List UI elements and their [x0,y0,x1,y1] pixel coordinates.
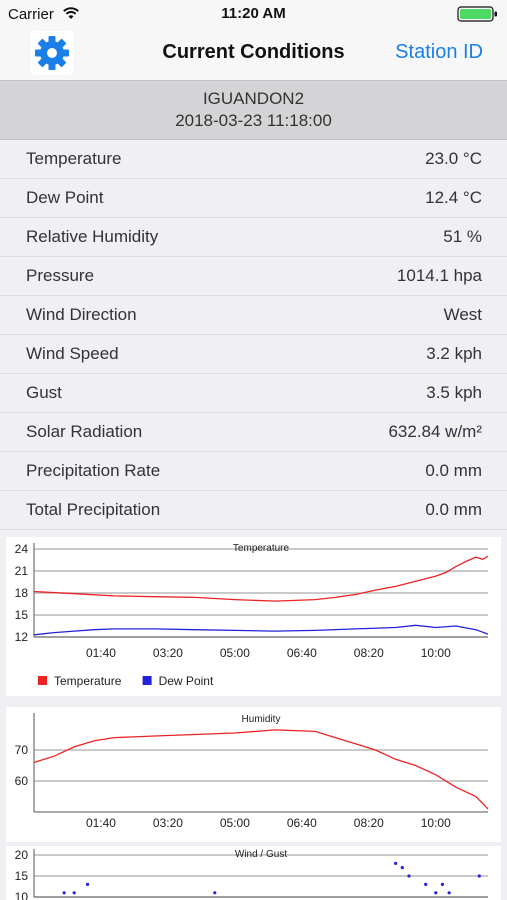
chart-title: Wind / Gust [235,849,287,860]
status-time: 11:20 AM [221,5,286,22]
wind-gust-chart: 10 15 20 Wind / Gust [15,848,488,900]
series-line-dew-point [33,624,489,636]
data-point [62,891,66,895]
data-point [407,874,411,878]
reading-row-dew-point: Dew Point 12.4 °C [0,179,507,218]
reading-label: Temperature [26,149,122,168]
x-tick-label: 06:40 [287,646,317,660]
readings-list: Temperature 23.0 °C Dew Point 12.4 °C Rela… [0,140,507,530]
data-point [477,874,481,878]
reading-label: Solar Radiation [26,422,143,441]
x-tick-label: 10:00 [421,646,451,660]
navigation-bar: Current Conditions Station ID [0,28,507,80]
y-tick-label: 21 [15,564,29,578]
reading-row-gust: Gust 3.5 kph [0,374,507,413]
reading-value: 12.4 °C [425,188,482,207]
wifi-icon [63,7,79,19]
y-tick-label: 15 [15,869,29,883]
y-tick-label: 15 [15,608,29,622]
data-point [440,882,445,886]
reading-label: Wind Speed [26,344,119,363]
data-point [213,891,217,895]
reading-row-relative-humidity: Relative Humidity 51 % [0,218,507,257]
y-tick-label: 20 [15,848,29,862]
data-point [434,891,438,895]
y-tick-label: 10 [15,890,29,900]
observation-time: 2018-03-23 11:18:00 [175,111,332,130]
reading-value: 0.0 mm [425,500,482,519]
data-point [400,866,404,870]
reading-row-solar-radiation: Solar Radiation 632.84 w/m² [0,413,507,452]
settings-button[interactable] [30,31,74,75]
legend-swatch [38,676,47,685]
y-tick-label: 18 [15,586,29,600]
reading-row-total-precipitation: Total Precipitation 0.0 mm [0,491,507,530]
y-tick-label: 70 [15,743,29,757]
legend-swatch [142,676,152,685]
humidity-chart-card: 60 70 Humidity 01:40 03:20 05:00 06:40 08:20 10:… [6,707,501,842]
x-tick-label: 03:20 [153,816,183,830]
legend-entry: Temperature [54,674,122,688]
humidity-chart: 60 70 Humidity 01:40 03:20 05:00 06:40 08:20 10:… [15,713,489,830]
reading-label: Total Precipitation [26,500,161,519]
x-tick-label: 05:00 [220,816,250,830]
reading-row-temperature: Temperature 23.0 °C [0,140,507,179]
x-tick-label: 03:20 [153,646,183,660]
reading-value: 3.2 kph [426,344,482,363]
data-point [447,891,451,895]
reading-row-pressure: Pressure 1014.1 hpa [0,257,507,296]
y-tick-label: 60 [15,774,29,788]
reading-value: 0.0 mm [425,461,482,480]
series-line-temperature [33,555,489,602]
station-id-button[interactable]: Station ID [395,41,483,63]
gear-icon [35,36,69,70]
reading-value: 3.5 kph [426,383,482,402]
reading-value: 23.0 °C [425,149,482,168]
x-tick-label: 01:40 [86,646,116,660]
x-tick-label: 08:20 [354,816,384,830]
data-point [72,891,76,895]
chart-title: Temperature [233,543,290,554]
status-bar: Carrier 11:20 AM [0,0,507,28]
reading-label: Dew Point [26,188,104,207]
chart-title: Humidity [242,714,281,725]
reading-value: 51 % [443,227,482,246]
station-id-label: IGUANDON2 [202,89,305,108]
x-tick-label: 05:00 [220,646,250,660]
reading-row-precipitation-rate: Precipitation Rate 0.0 mm [0,452,507,491]
reading-label: Relative Humidity [26,227,159,246]
series-line-humidity [33,729,489,810]
reading-label: Wind Direction [26,305,137,324]
x-tick-label: 01:40 [86,816,116,830]
data-point [424,882,428,886]
page-title: Current Conditions [162,41,345,63]
temperature-chart: 12 15 18 21 24 Temperature 01:40 03:20 05:00 06:4… [15,542,489,688]
carrier-label: Carrier [8,6,54,23]
reading-label: Precipitation Rate [26,461,161,480]
reading-row-wind-direction: Wind Direction West [0,296,507,335]
battery-icon [457,6,497,22]
data-point [85,882,90,886]
reading-value: 1014.1 hpa [396,266,482,285]
reading-label: Gust [26,383,62,402]
legend-entry: Dew Point [159,674,214,688]
data-point [393,861,398,865]
temperature-chart-card: 12 15 18 21 24 Temperature 01:40 03:20 05:00 06:4… [6,537,501,696]
x-tick-label: 06:40 [287,816,317,830]
reading-row-wind-speed: Wind Speed 3.2 kph [0,335,507,374]
y-tick-label: 12 [15,630,29,644]
reading-label: Pressure [26,266,95,285]
x-tick-label: 08:20 [354,646,384,660]
station-header: IGUANDON2 2018-03-23 11:18:00 [0,80,507,140]
reading-value: West [443,305,482,324]
wind-chart-card: 10 15 20 Wind / Gust [6,846,501,900]
reading-value: 632.84 w/m² [388,422,482,441]
y-tick-label: 24 [15,542,29,556]
x-tick-label: 10:00 [421,816,451,830]
